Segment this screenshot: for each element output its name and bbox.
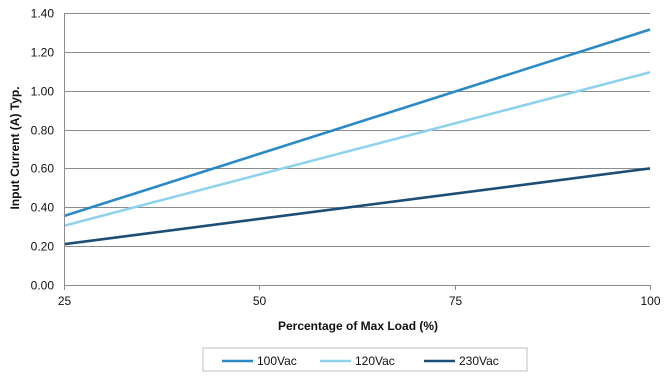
series-line-100vac: [63, 28, 651, 218]
legend-box: [202, 347, 528, 372]
tick-labels: 0.00 0.20 0.40 0.60 0.80 1.00 1.20 1.40 25 50 75 10…: [31, 7, 661, 309]
y-tick-label: 0.60: [31, 162, 55, 176]
y-tick-label: 1.00: [31, 85, 55, 99]
y-tick-label: 0.40: [31, 201, 55, 215]
axes: [64, 13, 651, 290]
y-tick-label: 1.40: [31, 7, 55, 21]
y-tick-label: 0.80: [31, 124, 55, 138]
x-axis-title: Percentage of Max Load (%): [278, 319, 438, 333]
y-tick-label: 1.20: [31, 46, 55, 60]
plot-series: [63, 28, 651, 246]
x-tick-label: 100: [640, 294, 660, 308]
y-tick-label: 0.20: [31, 240, 55, 254]
y-axis-title: Input Current (A) Typ.: [8, 86, 22, 209]
series-line-120vac: [63, 71, 651, 227]
legend-label-230vac: 230Vac: [459, 354, 499, 368]
series-line-230vac: [63, 167, 651, 246]
x-tick-label: 50: [253, 294, 267, 308]
legend-label-100vac: 100Vac: [257, 354, 297, 368]
legend-label-120vac: 120Vac: [355, 354, 395, 368]
legend: 100Vac 120Vac 230Vac: [202, 347, 528, 372]
x-tick-label: 25: [58, 294, 72, 308]
legend-items: 100Vac 120Vac 230Vac: [222, 354, 499, 368]
x-tick-label: 75: [449, 294, 463, 308]
y-tick-label: 0.00: [31, 279, 55, 293]
